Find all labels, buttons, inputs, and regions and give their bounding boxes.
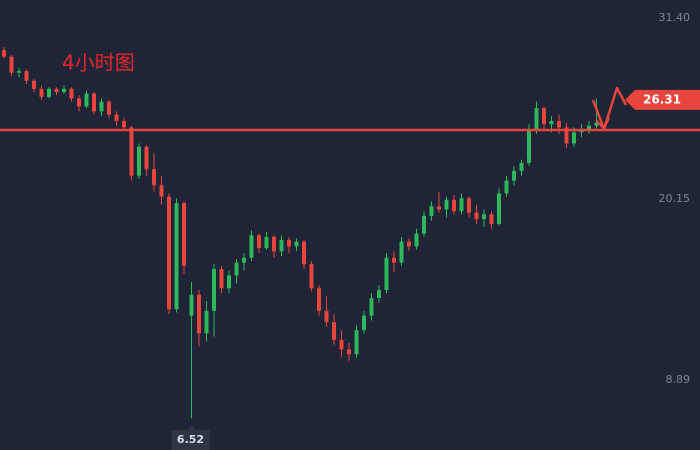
candle-body <box>377 289 381 298</box>
candle-body <box>429 206 434 216</box>
candle-body <box>534 108 539 130</box>
candle-body <box>317 288 321 311</box>
candle-body <box>497 193 501 224</box>
candle-body <box>347 349 351 355</box>
candle-body <box>414 233 419 247</box>
candle-body <box>197 294 201 334</box>
candle-body <box>392 257 396 263</box>
candle-body <box>92 93 96 112</box>
candle-body <box>137 146 141 176</box>
candle-body <box>467 198 471 213</box>
candle-body <box>264 236 269 249</box>
candle-body <box>564 127 569 144</box>
candle-body <box>99 101 104 112</box>
candle-body <box>422 215 426 234</box>
candle-body <box>234 262 239 276</box>
candle-body <box>272 236 276 252</box>
candle-body <box>542 108 546 125</box>
y-tick-label: 8.89 <box>666 373 691 386</box>
candle-body <box>174 203 179 310</box>
candle-body <box>459 198 464 212</box>
candle-body <box>77 98 81 107</box>
candle-body <box>279 240 284 252</box>
candle-body <box>572 132 576 144</box>
candle-body <box>122 120 126 128</box>
candle-body <box>384 257 389 290</box>
candle-body <box>84 93 89 107</box>
candle-body <box>17 71 21 73</box>
candle-body <box>54 88 59 93</box>
candle-body <box>362 315 366 331</box>
candle-body <box>594 122 599 126</box>
candle-body <box>159 185 164 197</box>
candle-body <box>152 169 156 186</box>
candle-body <box>354 330 359 355</box>
candle-body <box>2 50 6 57</box>
candle-body <box>114 114 119 121</box>
annotation: 4小时图 <box>62 51 135 75</box>
low-label-box <box>171 425 210 450</box>
y-tick-label: 31.40 <box>659 11 691 24</box>
candle-body <box>452 199 456 212</box>
candle-body <box>482 214 486 220</box>
candle-body <box>332 322 336 340</box>
candle-body <box>512 170 516 181</box>
candle-body <box>129 127 134 176</box>
candle-body <box>107 101 111 115</box>
candle-body <box>527 129 531 163</box>
candle-body <box>219 269 224 289</box>
candle-body <box>489 214 494 224</box>
candle-body <box>309 264 314 289</box>
candle-body <box>587 125 591 130</box>
price-label: 26.31 <box>643 92 681 106</box>
candle-body <box>32 80 36 89</box>
candle-body <box>249 235 254 258</box>
candle-body <box>39 88 44 97</box>
candle-body <box>69 88 74 99</box>
low-label: 6.52 <box>177 433 204 446</box>
candle-body <box>549 120 554 125</box>
candle-body <box>324 310 329 323</box>
candle-body <box>182 203 186 266</box>
candle-body <box>557 120 561 128</box>
y-tick-label: 20.15 <box>659 192 691 205</box>
candle-body <box>504 180 509 194</box>
candle-body <box>302 241 306 265</box>
candle-body <box>167 196 171 310</box>
candle-body <box>227 275 231 289</box>
candle-body <box>399 241 404 263</box>
candle-body <box>204 310 209 334</box>
candle-body <box>144 146 149 170</box>
candle-body <box>9 56 14 73</box>
candle-body <box>294 241 299 247</box>
candle-body <box>287 240 291 247</box>
price-label-box <box>625 89 700 110</box>
candle-body <box>474 212 479 220</box>
candle-body <box>437 206 441 210</box>
candle-body <box>257 235 261 249</box>
candle-body <box>47 88 51 97</box>
candle-body <box>62 88 66 93</box>
candle-body <box>519 162 524 171</box>
candle-body <box>212 269 216 311</box>
candle-body <box>369 297 374 316</box>
candle-body <box>242 257 246 263</box>
drawn-arrow <box>591 86 628 131</box>
drawn-arrow-head <box>595 117 610 131</box>
candle-body <box>444 199 449 210</box>
candle-body <box>407 241 411 247</box>
candle-body <box>189 294 194 316</box>
candle-body <box>339 339 344 350</box>
candle-body <box>24 71 29 81</box>
